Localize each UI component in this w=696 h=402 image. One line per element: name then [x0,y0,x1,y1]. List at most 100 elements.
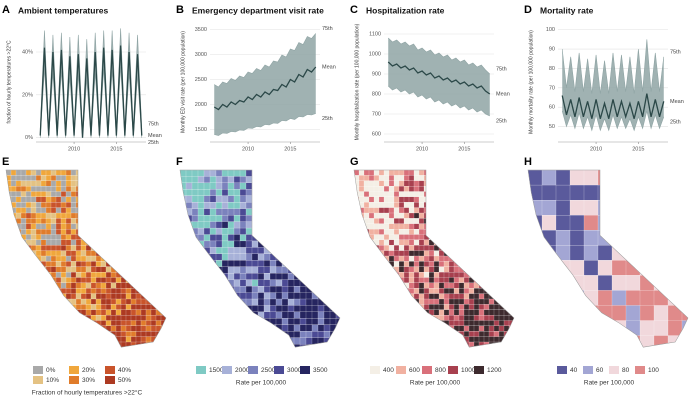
map-region [368,277,375,284]
map-region [423,277,430,284]
map-region [463,336,470,343]
map-region [373,239,380,246]
map-region [30,234,37,241]
map-region [423,175,430,181]
map-region [40,180,47,187]
map-region [45,277,52,284]
map-region [394,347,399,352]
map-region [126,347,131,352]
map-region [110,341,117,348]
map-region [488,202,495,208]
map-region [299,311,307,319]
map-region [358,212,365,219]
map-region [75,207,82,214]
map-region [55,180,62,187]
map-region [75,191,82,198]
map-region [85,175,92,181]
map-region [155,191,162,198]
map-region [40,315,47,321]
map-region [483,336,490,343]
map-region [354,288,360,294]
map-region [393,180,400,187]
map-region [299,240,307,248]
map-region [458,261,465,267]
map-region [110,223,117,230]
map-region [105,309,112,316]
map-region [373,336,380,343]
map-region [388,202,395,208]
map-region [221,292,229,300]
map-region [130,180,137,187]
series-line [214,33,316,88]
map-region [140,255,147,262]
map-region [403,315,410,321]
map-region [95,325,102,332]
map-region [403,277,410,284]
map-region [323,279,331,287]
map-region [70,207,77,214]
map-region [389,347,394,352]
map-region [6,266,12,273]
map-region [150,186,157,192]
map-region [393,245,400,251]
map-region [141,347,146,352]
map-region [65,331,72,337]
map-region [120,304,127,310]
map-region [363,272,370,278]
map-region [40,298,47,305]
map-region [541,320,557,336]
map-region [293,227,301,235]
map-region [508,212,515,219]
map-region [305,247,313,255]
map-region [80,261,87,267]
map-region [311,324,319,332]
map-region [263,202,271,209]
map-region [293,253,301,261]
map-region [287,202,295,209]
map-region [354,347,359,352]
map-region [15,239,22,246]
map-region [388,180,395,187]
map-region [140,331,147,337]
map-region [45,202,52,208]
map-region [305,311,313,319]
map-region [125,250,132,257]
map-region [66,347,71,352]
map-region [281,279,289,287]
map-region [85,212,92,219]
map-region [115,325,122,332]
map-region [60,223,67,230]
map-region [263,266,271,274]
map-region [413,309,420,316]
map-region [299,292,307,300]
map-region [75,282,82,289]
map-region [150,180,157,187]
map-region [15,212,22,219]
map-region [233,273,241,280]
map-region [299,285,307,293]
map-region [483,261,490,267]
map-region [110,250,117,257]
map-region [197,292,205,300]
map-region [6,191,12,198]
map-region [473,191,480,198]
map-region [378,218,385,224]
map-region [65,234,72,241]
map-region [135,196,142,203]
map-region [433,234,440,241]
map-region [6,180,12,187]
map-region [433,320,440,327]
map-region [215,311,223,319]
map-region [251,221,259,229]
map-region [508,272,515,278]
map-region [323,234,331,242]
map-region [448,170,455,176]
map-region [493,229,500,235]
map-region [115,207,122,214]
map-region [185,279,193,287]
map-region [305,202,313,209]
map-region [85,331,92,337]
panel-label: F [176,156,183,168]
map-region [40,261,47,267]
map-region [468,196,475,203]
